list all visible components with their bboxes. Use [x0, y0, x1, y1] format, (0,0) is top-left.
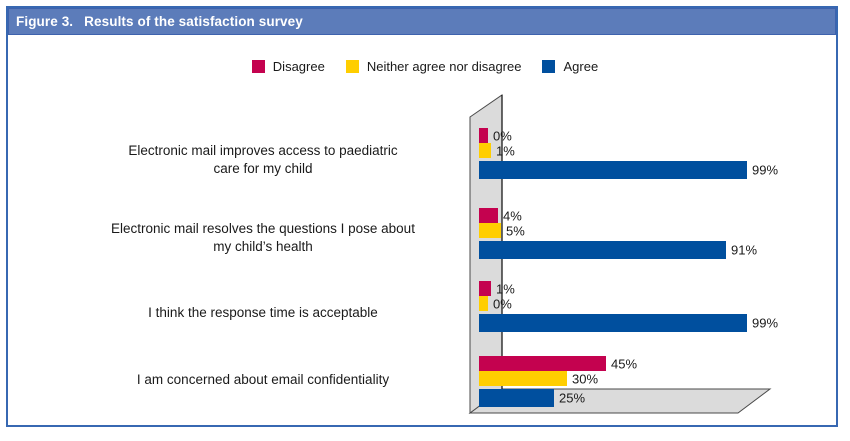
bar-value-label-neither-agree-nor-disagree-cat4: 30%: [572, 371, 599, 386]
figure-frame: Figure 3. Results of the satisfaction su…: [6, 6, 838, 427]
bar-agree-cat2: [479, 241, 726, 259]
bar-value-label-agree-cat2: 91%: [731, 242, 758, 258]
figure-number: Figure 3.: [16, 14, 74, 29]
bar-value-label-disagree-cat3: 1%: [496, 281, 515, 296]
bar-neither-agree-nor-disagree-cat1: [479, 143, 491, 158]
bar-disagree-cat3: [479, 281, 491, 296]
bar-value-label-neither-agree-nor-disagree-cat3: 0%: [493, 296, 512, 311]
legend-swatch-neither-agree-nor-disagree: [345, 60, 359, 73]
category-label-2: Electronic mail resolves the questions I…: [111, 221, 415, 254]
bar-disagree-cat1: [479, 128, 488, 143]
legend-label-neither-agree-nor-disagree: Neither agree nor disagree: [366, 59, 522, 74]
legend-swatch-disagree: [251, 60, 265, 73]
bar-value-label-disagree-cat4: 45%: [611, 356, 638, 371]
bar-value-label-disagree-cat2: 4%: [503, 208, 522, 223]
legend-label-disagree: Disagree: [272, 59, 325, 74]
bar-agree-cat3: [479, 314, 747, 332]
bar-neither-agree-nor-disagree-cat3: [479, 296, 488, 311]
legend-item-disagree: Disagree: [251, 59, 325, 74]
legend-item-agree: Agree: [542, 59, 598, 74]
figure-title-bar: Figure 3. Results of the satisfaction su…: [8, 8, 836, 35]
bar-agree-cat1: [479, 161, 747, 179]
legend-label-agree: Agree: [563, 59, 599, 74]
figure-title: Results of the satisfaction survey: [84, 14, 303, 29]
bar-disagree-cat4: [479, 356, 606, 371]
bar-value-label-neither-agree-nor-disagree-cat1: 1%: [496, 143, 515, 158]
bar-neither-agree-nor-disagree-cat4: [479, 371, 567, 386]
bar-value-label-neither-agree-nor-disagree-cat2: 5%: [506, 223, 525, 238]
bar-value-label-disagree-cat1: 0%: [493, 128, 512, 143]
bar-value-label-agree-cat4: 25%: [559, 390, 586, 406]
bar-value-label-agree-cat3: 99%: [752, 315, 779, 331]
category-label-3: I think the response time is acceptable: [148, 305, 378, 320]
legend-item-neither-agree-nor-disagree: Neither agree nor disagree: [345, 59, 522, 74]
legend-swatch-agree: [542, 60, 556, 73]
bar-value-label-agree-cat1: 99%: [752, 162, 779, 178]
bar-neither-agree-nor-disagree-cat2: [479, 223, 501, 238]
bar-agree-cat4: [479, 389, 554, 407]
category-label-1: Electronic mail improves access to paedi…: [128, 143, 398, 176]
category-label-4: I am concerned about email confidentiali…: [136, 372, 390, 387]
bar-disagree-cat2: [479, 208, 498, 223]
legend: Disagree Neither agree nor disagree Agree: [0, 59, 850, 74]
